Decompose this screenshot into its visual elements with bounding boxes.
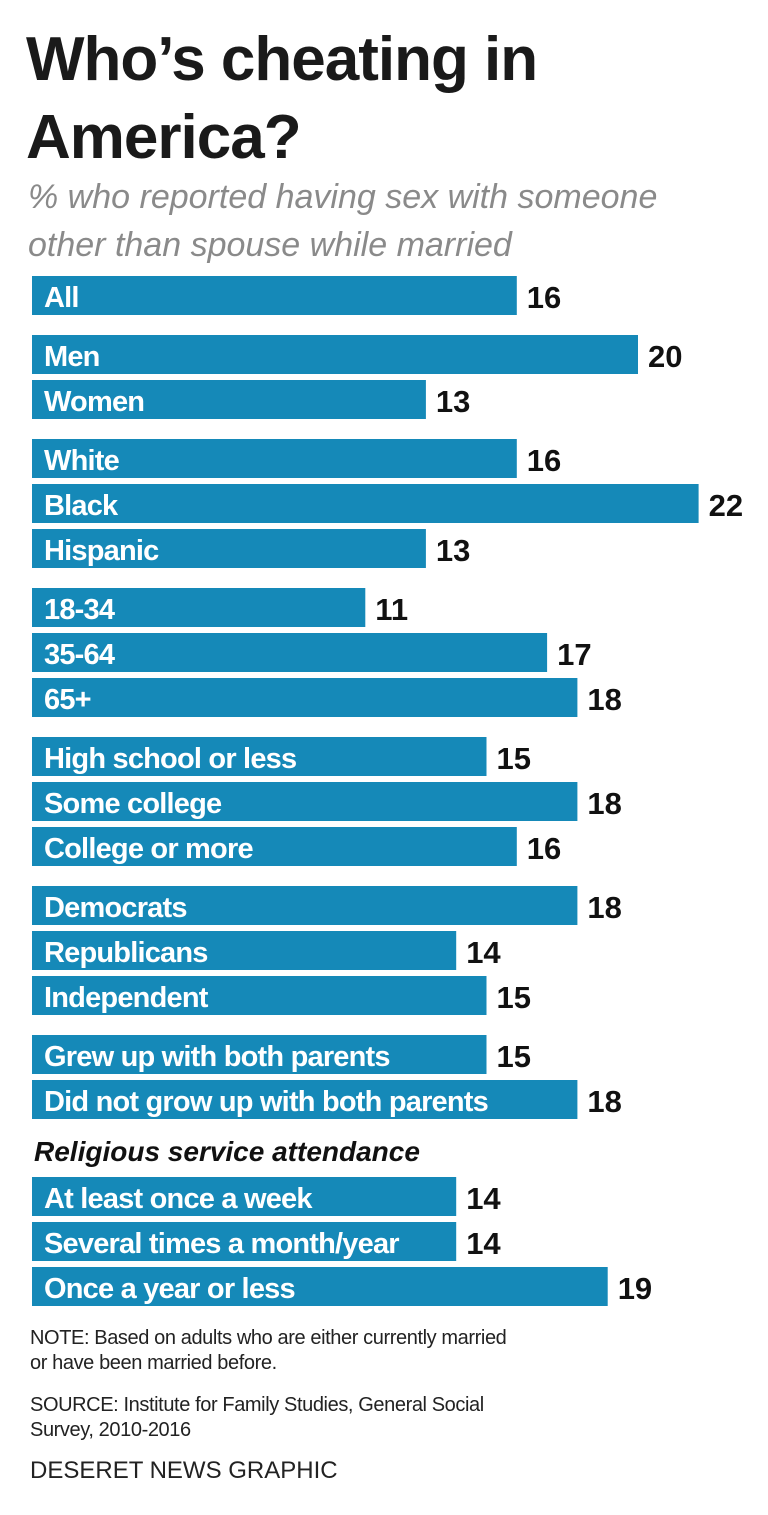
- bar: [32, 931, 457, 970]
- value-label: 20: [648, 339, 682, 374]
- bar: [32, 380, 426, 419]
- bar-label: 65+: [44, 684, 91, 716]
- bar-label: High school or less: [44, 743, 296, 775]
- value-label: 22: [709, 488, 743, 523]
- bar: [32, 276, 517, 315]
- value-label: 15: [497, 741, 531, 776]
- bar: [32, 976, 487, 1015]
- note: or have been married before.: [30, 1352, 277, 1374]
- value-label: 14: [466, 1181, 501, 1216]
- value-label: 19: [618, 1271, 652, 1306]
- bar-label: Men: [44, 341, 100, 373]
- bar-label: Democrats: [44, 892, 187, 924]
- bar-label: Grew up with both parents: [44, 1041, 390, 1073]
- value-label: 16: [527, 443, 561, 478]
- bar: [32, 588, 366, 627]
- value-label: 16: [527, 280, 561, 315]
- bar-label: Hispanic: [44, 535, 159, 567]
- source: Survey, 2010-2016: [30, 1419, 191, 1441]
- bar: [32, 439, 517, 478]
- value-label: 13: [436, 384, 470, 419]
- bar: [32, 678, 578, 717]
- value-label: 16: [527, 831, 561, 866]
- bar-label: All: [44, 282, 79, 314]
- bar-label: Some college: [44, 788, 222, 820]
- bar-label: 35-64: [44, 639, 115, 671]
- bar: [32, 529, 426, 568]
- bar: [32, 633, 548, 672]
- bar-label: Women: [44, 386, 144, 418]
- bar-label: 18-34: [44, 594, 115, 626]
- chart-subtitle: other than spouse while married: [28, 226, 513, 264]
- note: NOTE: Based on adults who are either cur…: [30, 1327, 506, 1349]
- chart-subtitle: % who reported having sex with someone: [28, 178, 657, 216]
- bar: [32, 782, 578, 821]
- bar: [32, 1267, 608, 1306]
- bar: [32, 737, 487, 776]
- group-label: Religious service attendance: [34, 1136, 420, 1167]
- value-label: 14: [466, 935, 501, 970]
- bar-label: White: [44, 445, 120, 477]
- value-label: 13: [436, 533, 470, 568]
- bar-label: Several times a month/year: [44, 1228, 399, 1260]
- bar-label: Independent: [44, 982, 209, 1014]
- source: SOURCE: Institute for Family Studies, Ge…: [30, 1394, 484, 1416]
- bar: [32, 484, 699, 523]
- bar-label: Did not grow up with both parents: [44, 1086, 488, 1118]
- value-label: 18: [587, 682, 621, 717]
- chart-title: Who’s cheating in: [26, 25, 537, 94]
- value-label: 18: [587, 890, 621, 925]
- value-label: 11: [375, 592, 408, 627]
- value-label: 17: [557, 637, 591, 672]
- bar: [32, 886, 578, 925]
- bar-label: Republicans: [44, 937, 208, 969]
- bar-label: At least once a week: [44, 1183, 313, 1215]
- value-label: 14: [466, 1226, 501, 1261]
- value-label: 18: [587, 786, 621, 821]
- credit: DESERET NEWS GRAPHIC: [30, 1457, 338, 1484]
- bar: [32, 1222, 457, 1261]
- bar-label: Black: [44, 490, 119, 522]
- bar: [32, 1177, 457, 1216]
- value-label: 18: [587, 1084, 621, 1119]
- bar-label: College or more: [44, 833, 253, 865]
- chart-title: America?: [26, 103, 301, 172]
- bar: [32, 1035, 487, 1074]
- bar: [32, 827, 517, 866]
- bar: [32, 335, 638, 374]
- value-label: 15: [497, 1039, 531, 1074]
- bar: [32, 1080, 578, 1119]
- value-label: 15: [497, 980, 531, 1015]
- bar-label: Once a year or less: [44, 1273, 295, 1305]
